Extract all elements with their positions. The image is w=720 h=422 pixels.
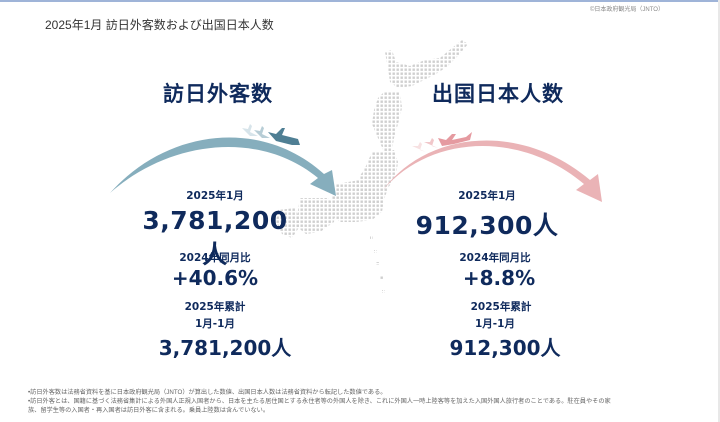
footnotes: •訪日外客数は法務省資料を基に日本政府観光局（JNTO）が算出した数値、出国日本… <box>28 388 698 415</box>
footnote-2: •訪日外客とは、国籍に基づく法務省集計による外国人正規入国者から、日本を主たる居… <box>28 398 611 405</box>
outbound-cumulative-value: 912,300人 <box>449 336 561 360</box>
outbound-cumulative-period: 1月-1月 <box>475 318 515 330</box>
inbound-yoy-value: +40.6% <box>171 266 259 290</box>
outbound-month-label: 2025年1月 <box>458 190 516 202</box>
footnote-1: •訪日外客数は法務省資料を基に日本政府観光局（JNTO）が算出した数値、出国日本… <box>28 389 387 396</box>
right-edge <box>718 0 720 422</box>
inbound-title: 訪日外客数 <box>163 82 273 106</box>
inbound-cumulative-value: 3,781,200人 <box>158 336 292 360</box>
outbound-title: 出国日本人数 <box>432 82 564 106</box>
copyright: ©日本政府観光局（JNTO） <box>590 7 664 13</box>
inbound-yoy-label: 2024年同月比 <box>179 252 251 264</box>
outbound-yoy-label: 2024年同月比 <box>459 252 531 264</box>
footnote-3: 族、留学生等の入国者・再入国者は訪日外客に含まれる。乗員上陸数は含んでいない。 <box>28 407 270 414</box>
outbound-yoy-value: +8.8% <box>462 266 536 290</box>
outbound-arrow <box>383 140 602 202</box>
inbound-month-value: 3,781,200人 <box>142 206 288 269</box>
japan-map-dots <box>276 40 468 293</box>
top-border <box>0 0 720 2</box>
outbound-month-value: 912,300人 <box>415 211 559 240</box>
outbound-plane-icon <box>412 132 472 152</box>
page-title: 2025年1月 訪日外客数および出国日本人数 <box>45 18 274 32</box>
inbound-arrow <box>110 137 336 196</box>
inbound-month-label: 2025年1月 <box>186 190 244 202</box>
outbound-cumulative-label: 2025年累計 <box>470 301 532 313</box>
inbound-cumulative-period: 1月-1月 <box>195 318 235 330</box>
inbound-plane-icon <box>242 124 300 145</box>
inbound-cumulative-label: 2025年累計 <box>184 301 246 313</box>
